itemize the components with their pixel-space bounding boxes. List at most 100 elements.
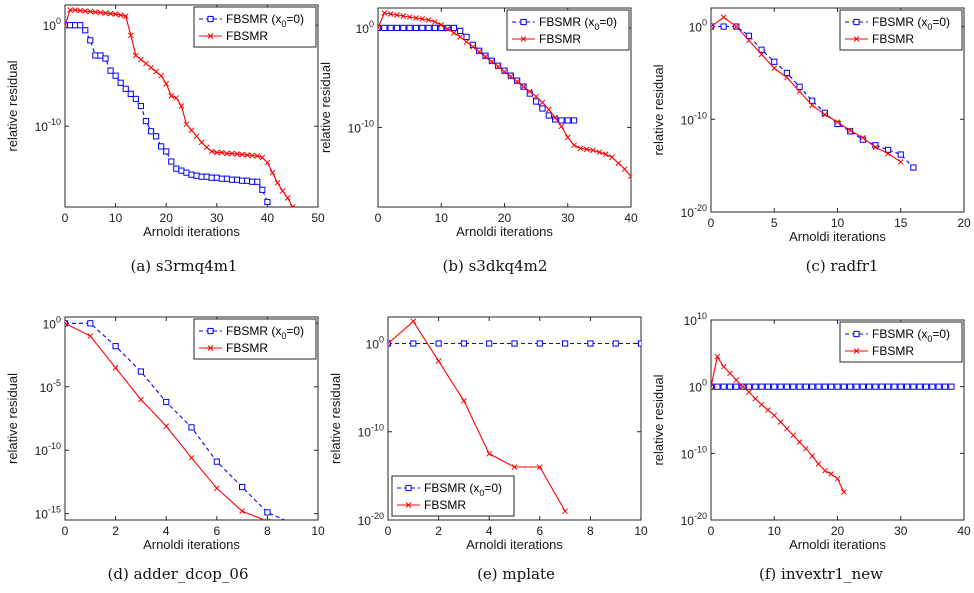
series-fbsmr-x0: [388, 340, 641, 347]
data-point-x: [112, 11, 119, 17]
x-tick-label: 2: [112, 524, 119, 538]
data-point-x: [558, 123, 565, 130]
data-point-x: [213, 485, 220, 492]
data-point-x: [138, 396, 144, 403]
data-point-x: [609, 154, 615, 161]
data-point-square: [82, 27, 89, 34]
data-point-square: [764, 383, 772, 390]
data-point-square: [419, 24, 426, 31]
data-point-square: [562, 340, 569, 347]
data-point-x: [400, 13, 407, 19]
data-point-x: [583, 146, 590, 153]
data-point-square: [733, 383, 740, 390]
legend-marker-square: [853, 330, 860, 338]
legend-label: FBSMR (x0=0): [424, 481, 502, 498]
data-point-x: [224, 150, 230, 157]
data-point-x: [821, 467, 828, 474]
data-point-square: [783, 383, 790, 390]
data-point-x: [590, 147, 596, 154]
data-point-x: [457, 34, 464, 40]
x-tick-label: 4: [163, 524, 170, 538]
data-point-square: [142, 118, 150, 125]
legend-box: [193, 318, 317, 360]
data-point-x: [615, 160, 622, 167]
data-point-x: [102, 10, 109, 16]
data-point-x: [173, 95, 180, 101]
data-point-x: [727, 370, 733, 377]
data-point-square: [387, 24, 394, 31]
data-point-square: [117, 79, 124, 86]
data-point-square: [476, 47, 483, 54]
y-tick-label: 10-20: [681, 203, 707, 220]
data-point-x: [784, 74, 790, 81]
y-tick-label: 100: [366, 334, 384, 351]
data-point-x: [720, 14, 727, 21]
data-point-x: [444, 26, 451, 32]
data-point-square: [137, 102, 145, 110]
data-point-square: [809, 383, 816, 390]
data-point-square: [511, 340, 518, 347]
data-point-x: [112, 364, 119, 371]
data-point-x: [65, 22, 68, 29]
data-point-square: [514, 77, 521, 84]
legend-marker-x: [405, 502, 412, 508]
data-point-square: [444, 24, 451, 31]
data-point-x: [394, 12, 400, 18]
data-point-x: [406, 14, 413, 20]
x-tick-label: 15: [894, 216, 908, 230]
series-fbsmr-x0: [65, 22, 271, 206]
data-point-x: [208, 148, 215, 155]
x-tick-label: 0: [708, 524, 715, 538]
y-axis-title: relative residual: [651, 374, 666, 465]
series-fbsmr-x0: [65, 320, 286, 520]
subfigure-caption: (c) radfr1: [805, 257, 879, 275]
data-point-x: [274, 179, 281, 186]
legend-marker-square: [207, 15, 214, 23]
data-point-x: [596, 149, 603, 156]
data-point-x: [733, 23, 740, 30]
data-point-x: [809, 102, 816, 109]
data-point-square: [482, 52, 489, 59]
x-tick-label: 10: [311, 524, 325, 538]
series-fbsmr: [388, 318, 568, 515]
data-point-x: [790, 432, 797, 439]
data-point-x: [872, 144, 879, 150]
data-point-x: [178, 103, 185, 109]
data-point-square: [163, 398, 170, 406]
data-point-square: [771, 58, 778, 65]
y-tick-label: 10-10: [348, 118, 374, 135]
x-axis-title: Arnoldi iterations: [789, 229, 886, 244]
legend: FBSMR (x0=0)FBSMR: [193, 318, 317, 360]
data-point-square: [239, 483, 246, 491]
data-point-x: [87, 8, 94, 15]
legend-box: [391, 475, 515, 517]
x-tick-label: 10: [831, 216, 845, 230]
data-point-x: [158, 72, 164, 79]
data-point-x: [183, 121, 190, 128]
legend: FBSMR (x0=0)FBSMR: [506, 9, 630, 51]
data-point-square: [834, 383, 841, 390]
legend-label: FBSMR: [226, 29, 268, 43]
x-tick-label: 20: [160, 211, 174, 225]
data-point-x: [621, 166, 628, 173]
series-line: [711, 25, 914, 168]
data-point-square: [587, 340, 594, 347]
data-point-square: [859, 383, 866, 390]
data-point-square: [885, 383, 892, 390]
data-point-x: [239, 151, 245, 158]
data-point-square: [77, 22, 84, 29]
data-point-square: [188, 424, 195, 431]
data-point-square: [501, 67, 508, 74]
subfigure-caption: (d) adder_dcop_06: [107, 565, 249, 583]
data-point-x: [438, 22, 445, 28]
data-point-square: [87, 37, 94, 44]
data-point-square: [796, 383, 803, 390]
data-point-square: [720, 383, 727, 390]
legend-label: FBSMR: [872, 344, 914, 358]
series-fbsmr: [711, 14, 904, 165]
data-point-square: [507, 72, 514, 79]
legend-label: FBSMR (x0=0): [539, 15, 617, 32]
